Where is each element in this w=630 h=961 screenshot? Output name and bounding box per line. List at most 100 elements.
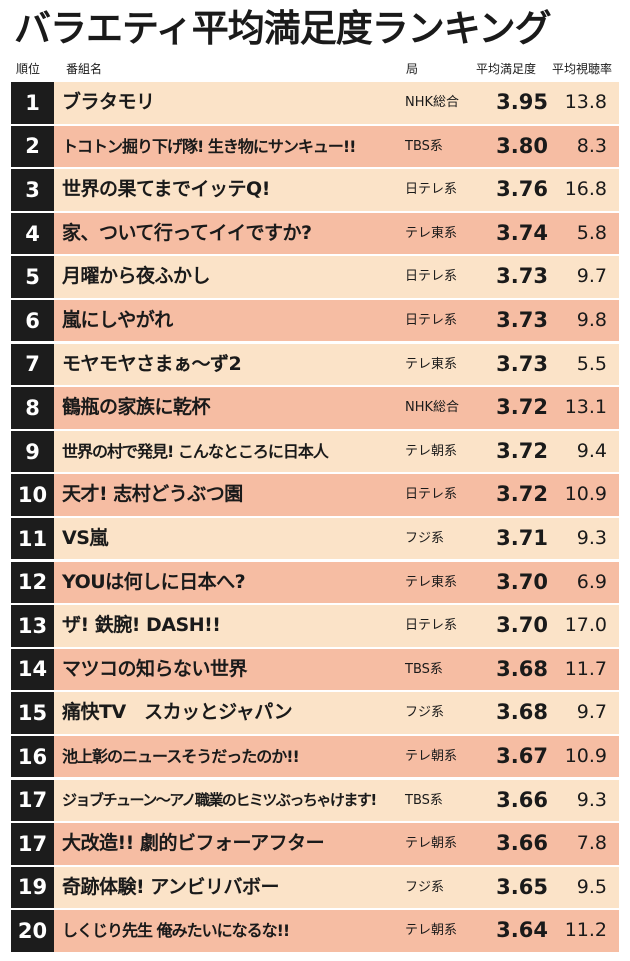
avg-satisfaction: 3.66 xyxy=(496,787,548,812)
program-name: 池上彰のニュースそうだったのか!! xyxy=(62,746,300,766)
table-row: 10 天才! 志村どうぶつ園 日テレ系 3.72 10.9 xyxy=(11,474,619,516)
table-row: 1 ブラタモリ NHK総合 3.95 13.8 xyxy=(11,82,619,124)
table-row: 8 鶴瓶の家族に乾杯 NHK総合 3.72 13.1 xyxy=(11,387,619,429)
table-row: 16 池上彰のニュースそうだったのか!! テレ朝系 3.67 10.9 xyxy=(11,735,619,778)
rank-number: 14 xyxy=(11,648,54,691)
program-name: トコトン掘り下げ隊! 生き物にサンキュー!! xyxy=(62,136,356,156)
rank-number: 3 xyxy=(11,169,54,211)
table-row: 17 大改造!! 劇的ビフォーアフター テレ朝系 3.66 7.8 xyxy=(11,823,619,865)
avg-viewership: 16.8 xyxy=(564,178,607,201)
station: NHK総合 xyxy=(405,95,460,110)
avg-viewership: 8.3 xyxy=(576,134,607,157)
rank-number: 12 xyxy=(11,561,54,604)
program-name: 鶴瓶の家族に乾杯 xyxy=(62,396,211,419)
station: NHK総合 xyxy=(405,400,460,416)
station: 日テレ系 xyxy=(405,618,458,634)
station: テレ東系 xyxy=(405,225,458,241)
avg-satisfaction: 3.65 xyxy=(496,874,548,899)
rank-number: 15 xyxy=(11,692,54,734)
table-row: 5 月曜から夜ふかし 日テレ系 3.73 9.7 xyxy=(11,256,619,298)
program-name: 世界の村で発見! こんなところに日本人 xyxy=(62,441,329,461)
avg-viewership: 9.3 xyxy=(576,526,607,549)
header-name: 番組名 xyxy=(66,62,103,76)
avg-viewership: 13.8 xyxy=(564,91,607,113)
avg-viewership: 5.8 xyxy=(576,221,607,244)
rank-number: 5 xyxy=(11,256,54,298)
avg-viewership: 7.8 xyxy=(576,832,607,855)
station: フジ系 xyxy=(405,879,445,895)
ranking-table: 1 ブラタモリ NHK総合 3.95 13.8 2 トコトン掘り下げ隊! 生き物にサンキュ… xyxy=(11,82,619,954)
station: テレ朝系 xyxy=(405,443,458,459)
header-station: 局 xyxy=(406,62,419,76)
header-satisfaction: 平均満足度 xyxy=(476,62,537,76)
avg-viewership: 5.5 xyxy=(576,352,607,375)
program-name: しくじり先生 俺みたいになるな!! xyxy=(62,921,290,941)
rank-number: 13 xyxy=(11,605,54,647)
table-row: 9 世界の村で発見! こんなところに日本人 テレ朝系 3.72 9.4 xyxy=(11,430,619,473)
rank-number: 8 xyxy=(11,387,54,429)
avg-viewership: 9.5 xyxy=(576,875,607,898)
avg-satisfaction: 3.73 xyxy=(496,351,548,376)
rank-number: 1 xyxy=(11,82,54,124)
station: 日テレ系 xyxy=(405,182,458,198)
page-title: バラエティ平均満足度ランキング xyxy=(14,7,552,50)
rank-number: 20 xyxy=(11,910,54,952)
program-name: 世界の果てまでイッテQ! xyxy=(62,178,270,201)
table-row: 15 痛快TV スカッとジャパン フジ系 3.68 9.7 xyxy=(11,692,619,734)
station: テレ朝系 xyxy=(405,748,458,764)
avg-viewership: 10.9 xyxy=(564,744,607,767)
avg-satisfaction: 3.74 xyxy=(496,220,548,245)
rank-number: 9 xyxy=(11,430,54,473)
avg-satisfaction: 3.72 xyxy=(496,482,548,507)
rank-number: 17 xyxy=(11,779,54,821)
station: TBS系 xyxy=(405,792,443,808)
avg-viewership: 9.7 xyxy=(576,265,607,288)
avg-satisfaction: 3.67 xyxy=(496,743,548,768)
avg-satisfaction: 3.72 xyxy=(496,395,548,420)
station: TBS系 xyxy=(405,661,443,677)
rank-number: 10 xyxy=(11,474,54,516)
program-name: ジョブチューン〜アノ職業のヒミツぶっちゃけます! xyxy=(62,790,377,809)
rank-number: 7 xyxy=(11,343,54,386)
rank-number: 2 xyxy=(11,125,54,168)
avg-satisfaction: 3.73 xyxy=(496,264,548,289)
avg-satisfaction: 3.70 xyxy=(496,613,548,638)
rank-number: 17 xyxy=(11,823,54,865)
table-row: 2 トコトン掘り下げ隊! 生き物にサンキュー!! TBS系 3.80 8.3 xyxy=(11,125,619,168)
avg-satisfaction: 3.70 xyxy=(496,569,548,594)
table-row: 14 マツコの知らない世界 TBS系 3.68 11.7 xyxy=(11,648,619,691)
rank-number: 6 xyxy=(11,299,54,342)
station: テレ朝系 xyxy=(405,836,458,852)
table-row: 13 ザ! 鉄腕! DASH!! 日テレ系 3.70 17.0 xyxy=(11,605,619,647)
rank-number: 19 xyxy=(11,866,54,909)
rank-number: 16 xyxy=(11,735,54,778)
header-rank: 順位 xyxy=(16,62,41,76)
program-name: ブラタモリ xyxy=(62,91,155,113)
program-name: 家、ついて行ってイイですか? xyxy=(62,221,312,244)
table-row: 20 しくじり先生 俺みたいになるな!! テレ朝系 3.64 11.2 xyxy=(11,910,619,952)
avg-viewership: 9.7 xyxy=(576,701,607,724)
station: テレ東系 xyxy=(405,574,458,590)
avg-satisfaction: 3.66 xyxy=(496,831,548,856)
program-name: 天才! 志村どうぶつ園 xyxy=(62,483,243,506)
avg-satisfaction: 3.73 xyxy=(496,307,548,332)
program-name: ザ! 鉄腕! DASH!! xyxy=(62,614,221,637)
avg-satisfaction: 3.76 xyxy=(496,177,548,202)
avg-viewership: 9.3 xyxy=(576,788,607,811)
avg-satisfaction: 3.72 xyxy=(496,438,548,463)
station: テレ朝系 xyxy=(405,923,458,939)
table-header: 順位 番組名 局 平均満足度 平均視聴率 xyxy=(0,58,630,80)
avg-satisfaction: 3.80 xyxy=(496,133,548,158)
station: フジ系 xyxy=(405,705,445,721)
station: 日テレ系 xyxy=(405,487,458,503)
station: 日テレ系 xyxy=(405,269,458,285)
avg-viewership: 9.8 xyxy=(576,308,607,331)
avg-viewership: 10.9 xyxy=(564,483,607,506)
program-name: 大改造!! 劇的ビフォーアフター xyxy=(62,832,325,855)
avg-viewership: 11.2 xyxy=(564,919,607,942)
station: テレ東系 xyxy=(405,356,458,372)
avg-satisfaction: 3.68 xyxy=(496,656,548,681)
program-name: 月曜から夜ふかし xyxy=(62,265,211,288)
table-row: 7 モヤモヤさまぁ〜ず2 テレ東系 3.73 5.5 xyxy=(11,343,619,386)
